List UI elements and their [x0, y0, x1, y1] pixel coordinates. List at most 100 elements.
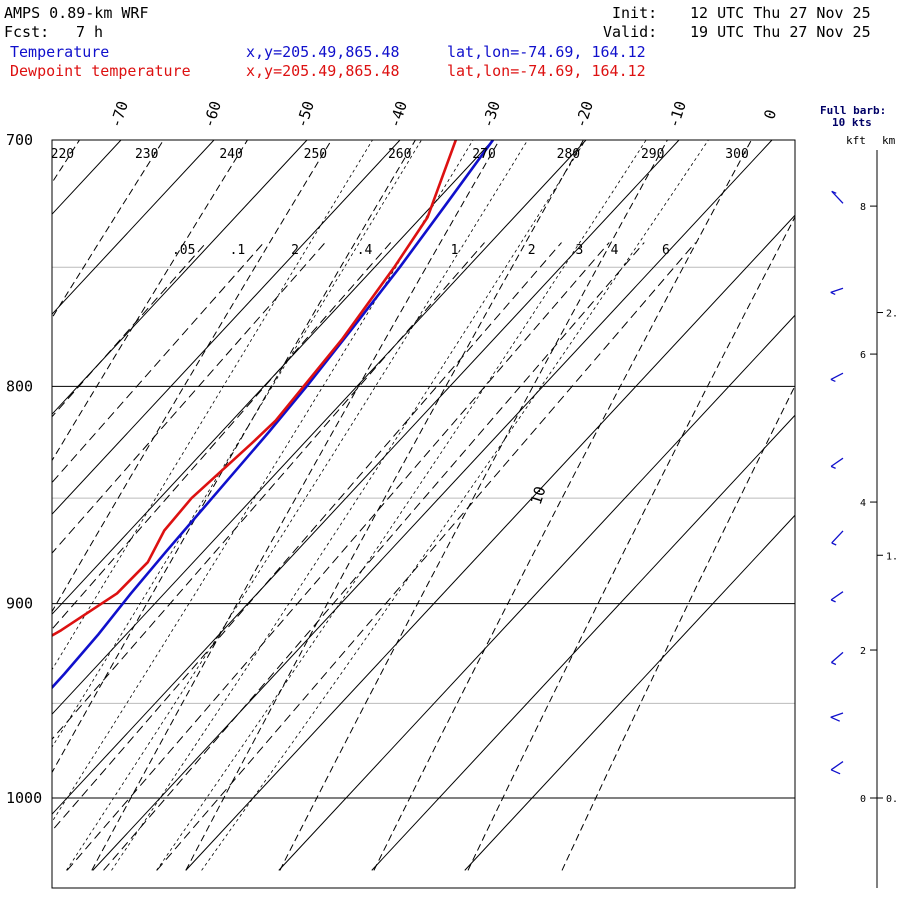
pressure-label-900: 900 [6, 595, 33, 613]
theta-label-220: 220 [51, 147, 74, 162]
isotherm--80 [0, 140, 28, 870]
temperature-tick-0: 0 [760, 107, 780, 121]
isotherm--10 [52, 140, 680, 815]
plot-frame [51, 139, 796, 889]
kft-label-2: 2 [860, 646, 866, 657]
kft-label-8: 8 [860, 202, 866, 213]
theta-label-280: 280 [557, 147, 580, 162]
temperature-tick-10: 10 [527, 484, 550, 507]
model-title: AMPS 0.89-km WRF [4, 4, 149, 22]
theta-label-240: 240 [219, 147, 242, 162]
dry-adiabat-280 [185, 140, 584, 871]
moist-adiabat--20 [52, 140, 373, 671]
wind-barb [830, 591, 844, 603]
pressure-label-800: 800 [6, 377, 33, 395]
wind-barb [830, 372, 844, 383]
wind-barb [830, 287, 844, 296]
dry-adiabat-230 [52, 140, 164, 319]
temperature-tick--30: -30 [478, 99, 503, 130]
kft-label-6: 6 [860, 350, 866, 361]
dry-adiabat-250 [52, 140, 332, 613]
moist-adiabat-10 [201, 140, 709, 871]
moist-adiabat--15 [52, 140, 422, 748]
theta-label-270: 270 [472, 147, 495, 162]
km-label-0: 0. [886, 794, 898, 805]
mixing-ratio-label-1: .1 [230, 243, 246, 258]
isotherm--50 [52, 140, 308, 415]
mixing-ratio-label-5: 2 [528, 243, 536, 258]
temperature-tick--70: -70 [106, 99, 131, 130]
dry-adiabat-310 [467, 215, 795, 871]
valid-label: Valid: [603, 23, 658, 41]
temperature-tick--50: -50 [292, 99, 317, 130]
isotherm--40 [52, 140, 401, 515]
isotherm-30 [371, 414, 795, 871]
plot-area [0, 140, 795, 871]
mixing-ratio-label-2: 2 [291, 243, 299, 258]
km-label-1: 1. [886, 551, 898, 562]
kft-axis-label: kft [846, 134, 866, 147]
isotherm-10 [185, 214, 795, 871]
dry-adiabat-290 [279, 140, 668, 871]
kft-label-4: 4 [860, 498, 866, 509]
mixing-ratio-line-6 [66, 242, 610, 871]
dry-adiabat-320 [561, 384, 795, 871]
isotherm-40 [464, 514, 795, 871]
mixing-ratio-label-0: .05 [172, 243, 195, 258]
mixing-ratio-label-3: .4 [357, 243, 373, 258]
theta-label-290: 290 [641, 147, 664, 162]
pressure-label-700: 700 [6, 131, 33, 149]
km-axis-label: km [882, 134, 896, 147]
barb-legend-line1: Full barb: [820, 104, 886, 117]
dewpoint-profile [52, 140, 458, 638]
init-label: Init: [612, 4, 658, 22]
mixing-ratio-line-8 [156, 242, 696, 871]
mixing-ratio-label-8: 6 [662, 243, 670, 258]
pressure-label-1000: 1000 [6, 789, 42, 807]
wind-barb [830, 712, 844, 722]
init-time: 12 UTC Thu 27 Nov 25 [690, 4, 871, 22]
theta-label-230: 230 [135, 147, 158, 162]
mixing-ratio-line-4 [52, 242, 485, 740]
wind-barb [830, 651, 844, 666]
temperature-tick--20: -20 [571, 99, 596, 130]
kft-label-0: 0 [860, 794, 866, 805]
legend-dewpoint-name: Dewpoint temperature [10, 62, 191, 80]
temperature-tick--60: -60 [199, 99, 224, 130]
legend-temperature-name: Temperature [10, 43, 110, 61]
isotherm--30 [52, 140, 494, 615]
mixing-ratio-line-1 [52, 242, 265, 484]
isotherm--60 [52, 140, 215, 315]
mixing-ratio-label-7: 4 [611, 243, 619, 258]
legend-temperature-latlon: lat,lon=-74.69, 164.12 [447, 43, 646, 61]
dry-adiabat-260 [52, 140, 416, 774]
theta-label-300: 300 [725, 147, 748, 162]
moist-adiabat--5 [66, 140, 529, 871]
mixing-ratio-label-6: 3 [576, 243, 584, 258]
mixing-ratio-line-0 [52, 242, 207, 418]
wind-barb [830, 457, 844, 469]
mixing-ratio-line-5 [52, 242, 562, 832]
wind-barb [831, 190, 844, 204]
wind-barb [831, 530, 844, 546]
isotherm-0 [92, 140, 773, 871]
isotherm--20 [52, 140, 587, 715]
temperature-tick--10: -10 [664, 99, 689, 130]
barb-legend-line2: 10 kts [832, 116, 872, 129]
temperature-profile [52, 140, 495, 690]
isotherm-20 [278, 314, 795, 871]
temperature-tick--40: -40 [385, 99, 410, 130]
mixing-ratio-line-7 [103, 242, 645, 871]
dry-adiabat-240 [52, 140, 248, 462]
mixing-ratio-label-4: 1 [451, 243, 459, 258]
dry-adiabat-270 [91, 140, 500, 871]
mixing-ratio-line-3 [52, 242, 392, 630]
legend-dewpoint-xy: x,y=205.49,865.48 [246, 62, 400, 80]
dry-adiabat-220 [52, 140, 80, 184]
legend-dewpoint-latlon: lat,lon=-74.69, 164.12 [447, 62, 646, 80]
wind-barb [830, 761, 844, 775]
km-label-2: 2. [886, 309, 898, 320]
forecast-label: Fcst: [4, 23, 50, 41]
legend-temperature-xy: x,y=205.49,865.48 [246, 43, 400, 61]
